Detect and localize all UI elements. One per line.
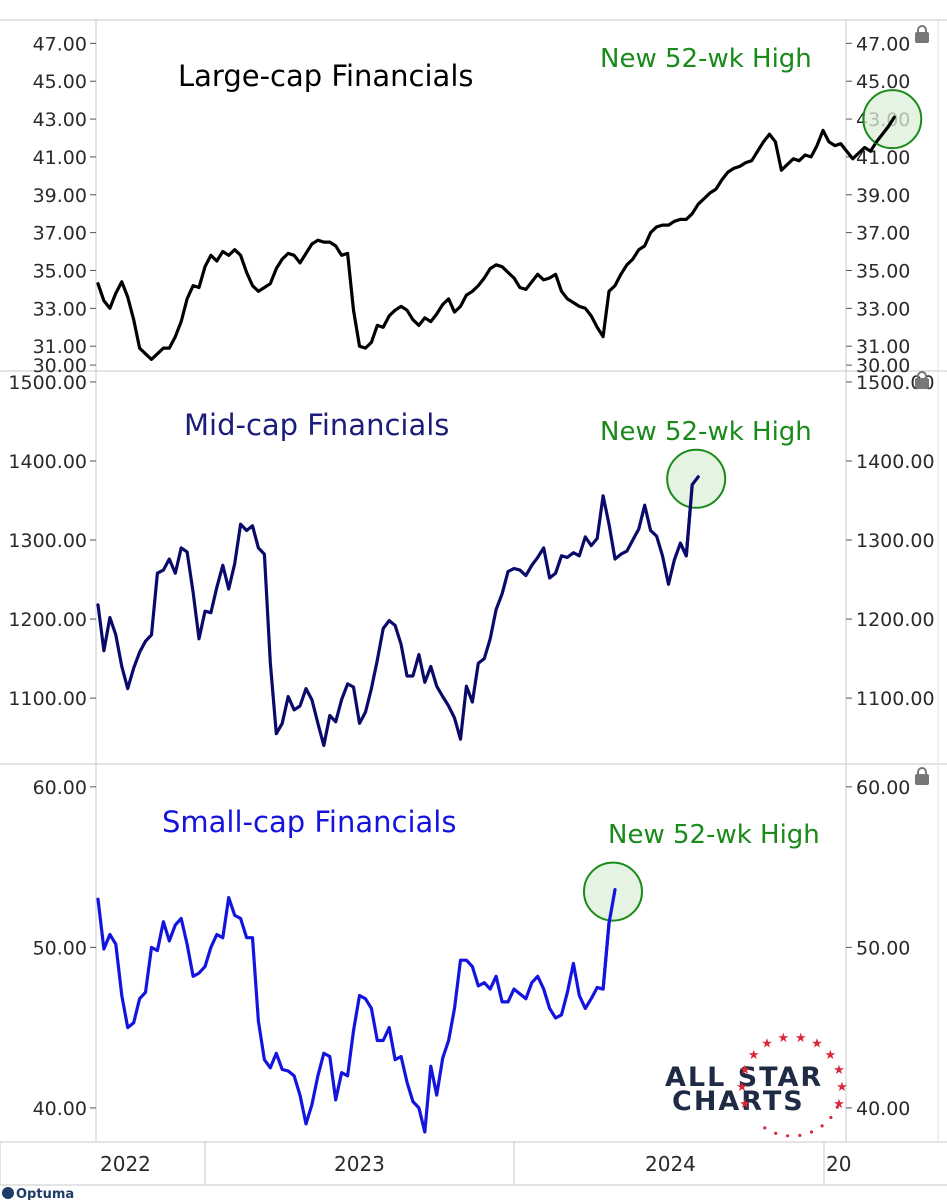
y-tick-label-left: 1300.00 bbox=[8, 530, 87, 552]
panel-1: 47.0047.0045.0045.0043.0043.0041.0041.00… bbox=[33, 25, 929, 377]
y-tick-label-right: 1500.00 bbox=[856, 372, 935, 394]
y-tick-label-right: 45.00 bbox=[856, 71, 910, 93]
y-tick-label-right: 35.00 bbox=[856, 260, 910, 282]
y-tick-label-right: 1200.00 bbox=[856, 609, 935, 631]
annotation-new-high: New 52-wk High bbox=[608, 820, 820, 850]
star-icon: ★ bbox=[761, 1037, 773, 1052]
series-line bbox=[96, 475, 700, 748]
x-tick-label: 2022 bbox=[100, 1152, 151, 1176]
annotation-new-high: New 52-wk High bbox=[600, 417, 812, 447]
optuma-label: Optuma bbox=[16, 1187, 74, 1200]
dot-icon bbox=[774, 1131, 778, 1135]
y-tick-label-right: 1400.00 bbox=[856, 451, 935, 473]
y-tick-label-right: 39.00 bbox=[856, 185, 910, 207]
y-tick-label-right: 1100.00 bbox=[856, 688, 935, 710]
y-tick-label-right: 47.00 bbox=[856, 33, 910, 55]
star-icon: ★ bbox=[795, 1031, 807, 1046]
y-tick-label-left: 47.00 bbox=[33, 33, 87, 55]
y-tick-label-right: 50.00 bbox=[856, 937, 910, 959]
series-line-tail bbox=[595, 887, 617, 991]
y-tick-label-left: 41.00 bbox=[33, 147, 87, 169]
series-line-tail bbox=[874, 115, 896, 144]
star-icon: ★ bbox=[833, 1097, 845, 1112]
y-tick-label-left: 30.00 bbox=[33, 355, 87, 377]
panel-title: Large-cap Financials bbox=[178, 59, 474, 93]
y-tick-label-left: 1200.00 bbox=[8, 609, 87, 631]
y-tick-label-left: 60.00 bbox=[33, 777, 87, 799]
y-tick-label-right: 37.00 bbox=[856, 223, 910, 245]
new-high-circle bbox=[582, 861, 643, 922]
star-icon: ★ bbox=[777, 1031, 789, 1046]
panel-3: 60.00 60.00 50.00 50.00 40.00 40.00 Small-cap … bbox=[33, 767, 929, 1134]
y-tick-label-right: 41.00 bbox=[856, 147, 910, 169]
dot-icon bbox=[786, 1134, 790, 1138]
dot-icon bbox=[829, 1115, 833, 1120]
series-line bbox=[96, 887, 617, 1134]
star-icon: ★ bbox=[836, 1080, 848, 1095]
y-tick-label-left: 43.00 bbox=[33, 109, 87, 131]
y-tick-label-left: 1400.00 bbox=[8, 451, 87, 473]
x-tick-label: 2023 bbox=[334, 1152, 385, 1176]
series-line-tail bbox=[678, 475, 700, 558]
panel-title: Mid-cap Financials bbox=[184, 408, 449, 442]
y-tick-label-left: 31.00 bbox=[33, 336, 87, 358]
brand-line2: CHARTS bbox=[672, 1086, 805, 1117]
y-tick-label-left: 45.00 bbox=[33, 71, 87, 93]
y-tick-label-right: 33.00 bbox=[856, 298, 910, 320]
annotation-new-high: New 52-wk High bbox=[600, 44, 812, 74]
y-tick-label-left: 39.00 bbox=[33, 185, 87, 207]
brand-line1: ALL STAR bbox=[665, 1062, 823, 1093]
lock-icon bbox=[915, 371, 929, 389]
panel-title: Small-cap Financials bbox=[162, 805, 456, 839]
lock-icon bbox=[915, 25, 929, 43]
y-tick-label-right: 31.00 bbox=[856, 336, 910, 358]
y-tick-label-right: 1300.00 bbox=[856, 530, 935, 552]
y-tick-label-left: 37.00 bbox=[33, 223, 87, 245]
optuma-logo-icon bbox=[2, 1187, 14, 1199]
dot-icon bbox=[798, 1133, 802, 1137]
star-icon: ★ bbox=[736, 1080, 748, 1095]
lock-icon bbox=[915, 767, 929, 785]
star-icon: ★ bbox=[811, 1037, 823, 1052]
series-line bbox=[96, 115, 896, 361]
dot-icon bbox=[809, 1130, 814, 1134]
y-tick-label-left: 40.00 bbox=[33, 1098, 87, 1120]
dot-icon bbox=[763, 1126, 767, 1130]
y-tick-label-left: 1100.00 bbox=[8, 688, 87, 710]
y-tick-label-left: 1500.00 bbox=[8, 372, 87, 394]
chart-frame bbox=[0, 19, 947, 1186]
x-tick-label: 2024 bbox=[645, 1152, 696, 1176]
dot-icon bbox=[835, 1105, 839, 1109]
x-axis: 2022 2023 2024 20 Optuma bbox=[2, 1152, 851, 1202]
y-tick-label-right: 30.00 bbox=[856, 355, 910, 377]
x-tick-label: 20 bbox=[826, 1152, 851, 1176]
optuma-footer: Optuma bbox=[2, 1187, 74, 1202]
y-tick-label-right: 40.00 bbox=[856, 1098, 910, 1120]
panel-2: 1500.00 1500.00 1400.00 1400.00 1300.00 1300.… bbox=[8, 371, 935, 748]
star-icon: ★ bbox=[739, 1097, 751, 1112]
panels: 47.0047.0045.0045.0043.0043.0041.0041.00… bbox=[8, 25, 935, 1134]
star-icon: ★ bbox=[748, 1048, 760, 1063]
star-icon: ★ bbox=[833, 1063, 845, 1078]
y-tick-label-left: 33.00 bbox=[33, 298, 87, 320]
y-tick-label-left: 35.00 bbox=[33, 260, 87, 282]
y-tick-label-left: 50.00 bbox=[33, 937, 87, 959]
star-icon: ★ bbox=[824, 1048, 836, 1063]
dot-icon bbox=[820, 1124, 824, 1128]
y-tick-label-right: 60.00 bbox=[856, 777, 910, 799]
star-icon: ★ bbox=[739, 1063, 751, 1078]
